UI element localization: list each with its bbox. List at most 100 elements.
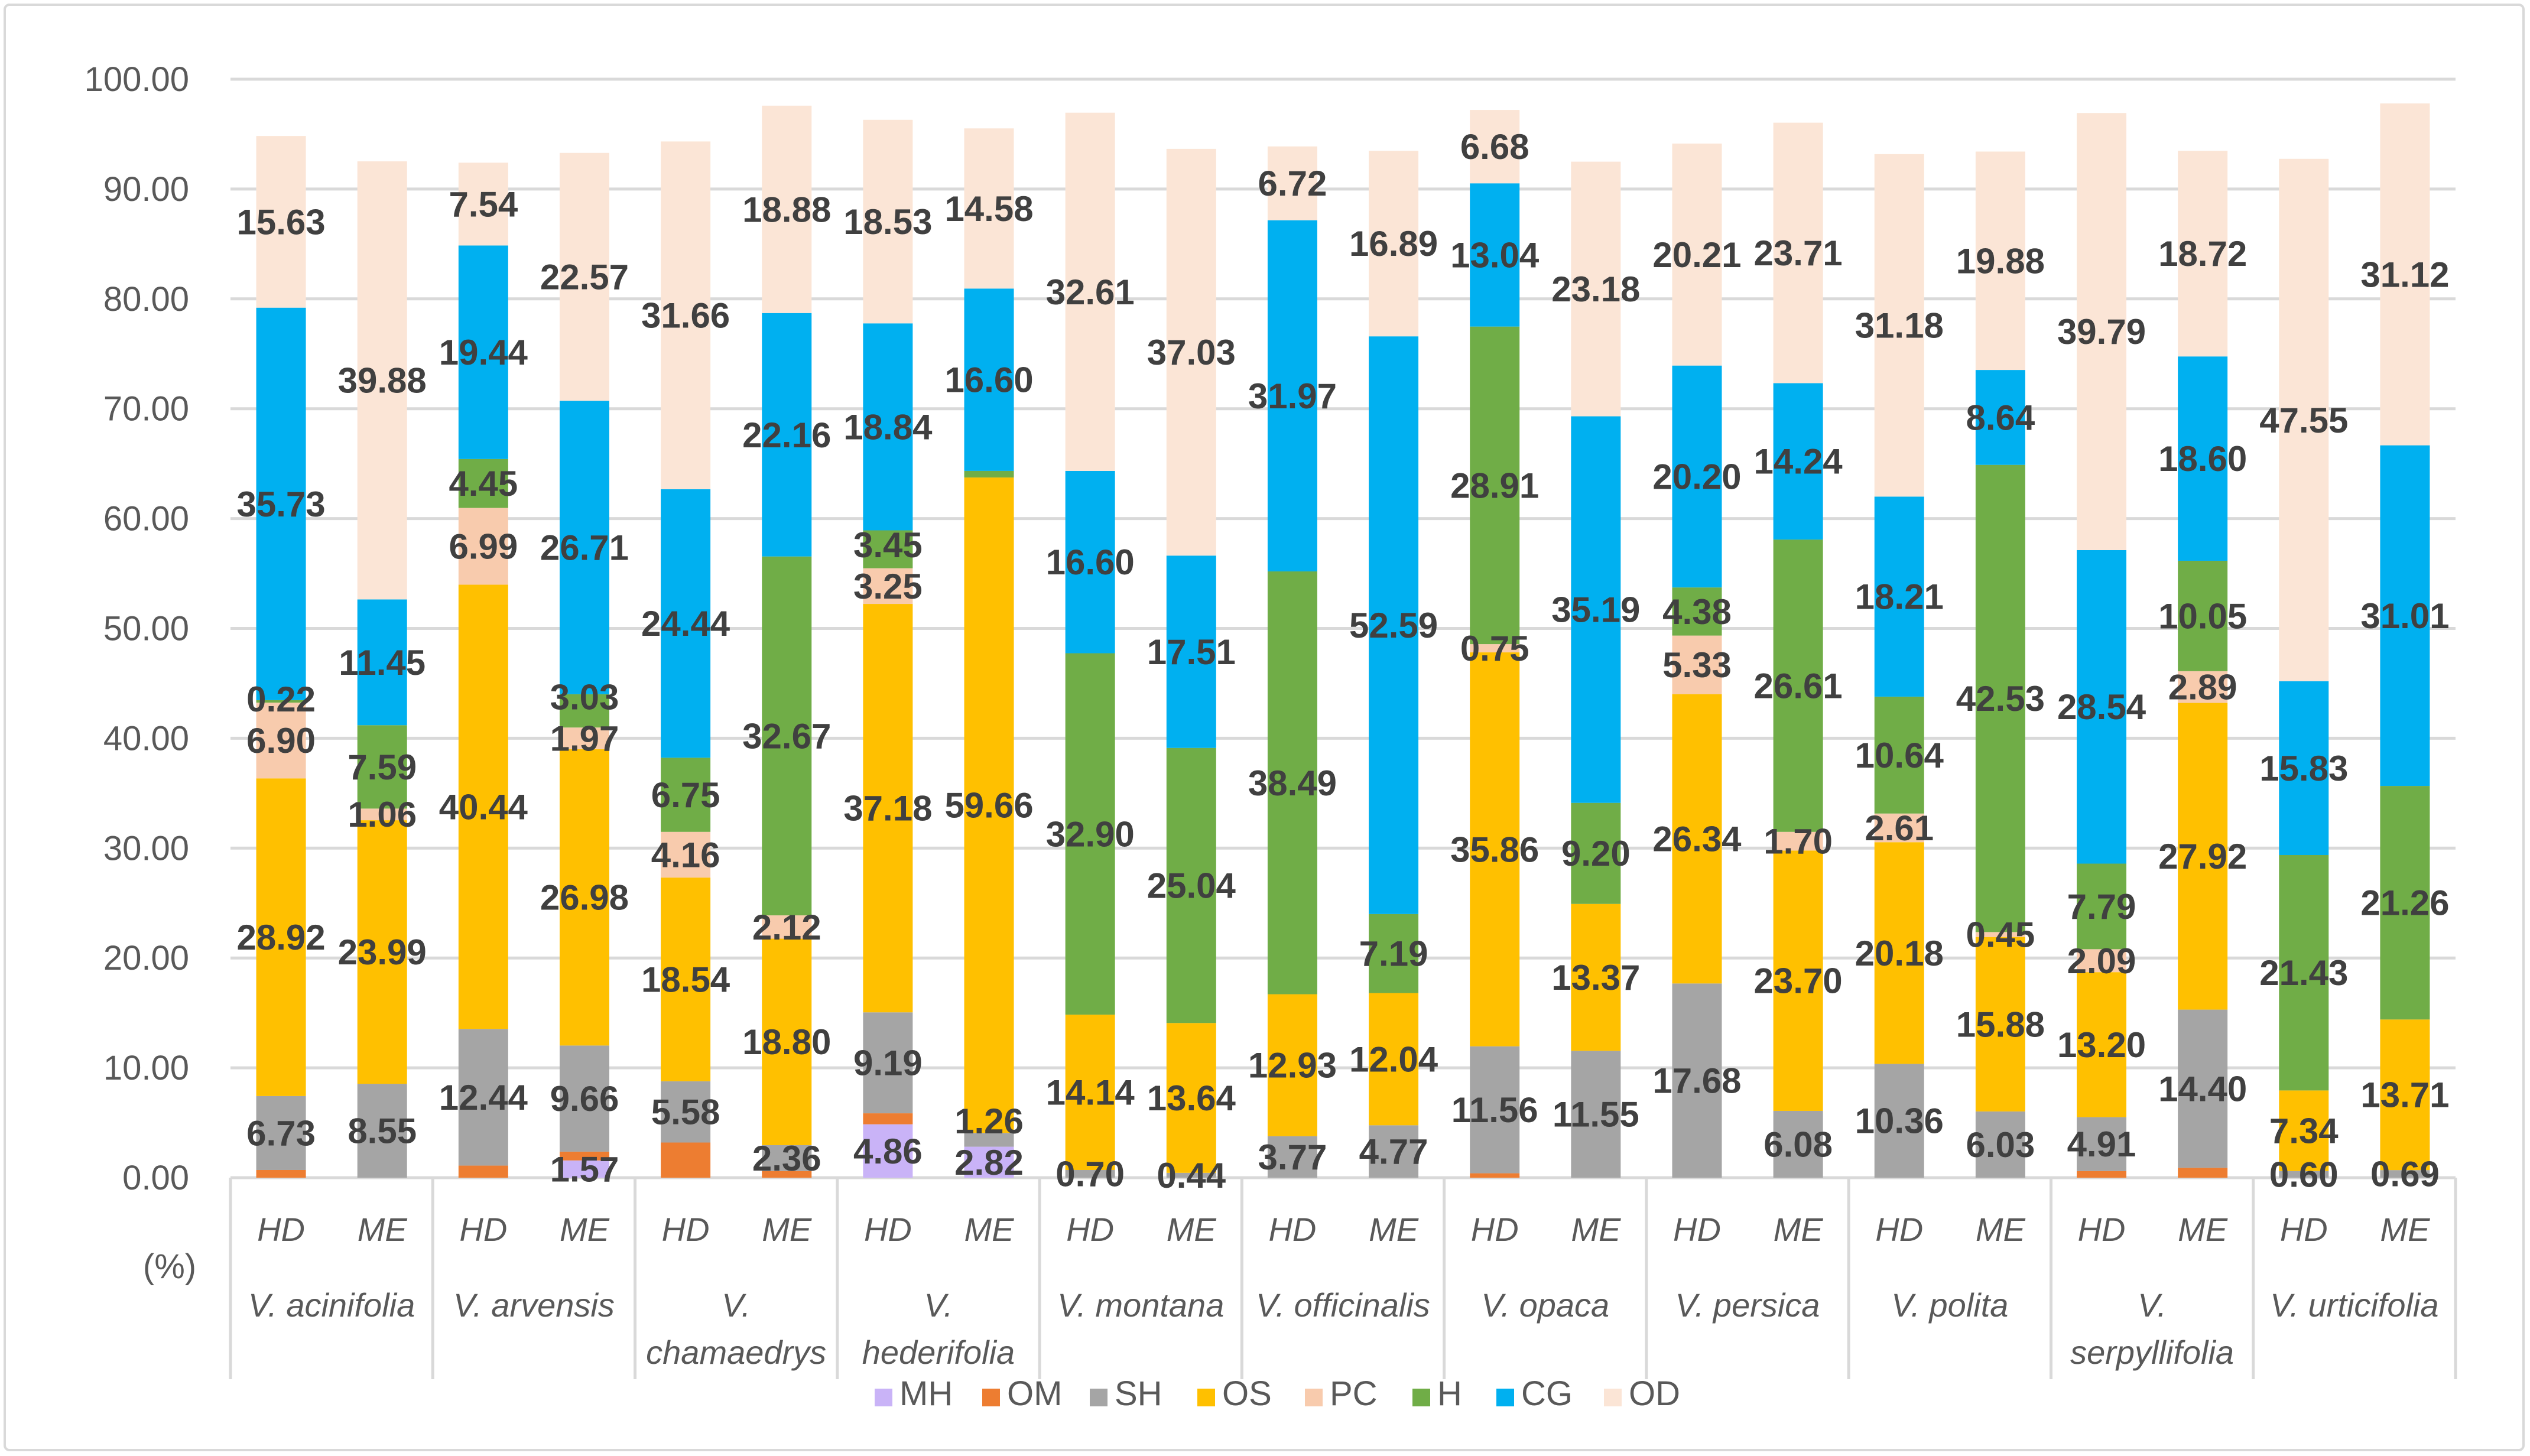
- data-label-cg: 28.54: [2057, 687, 2146, 727]
- data-label-pc: 1.97: [550, 719, 619, 758]
- bar-segment-mh: [863, 1124, 913, 1178]
- bar-segment-od: [357, 161, 407, 600]
- data-label-h: 4.45: [449, 464, 518, 503]
- group-label: V. acinifolia: [248, 1286, 415, 1324]
- bar-segment-os: [1874, 842, 1924, 1064]
- data-label-od: 16.89: [1349, 224, 1438, 264]
- data-label-od: 7.54: [449, 184, 518, 224]
- bar-category-label: ME: [1976, 1211, 2026, 1248]
- chart-frame: [4, 4, 2525, 1451]
- bar-segment-os: [1773, 850, 1823, 1111]
- bar-segment-h: [2077, 863, 2127, 950]
- y-tick-label: 80.00: [103, 280, 189, 318]
- bar-segment-od: [1571, 161, 1621, 417]
- y-axis-label: (%): [143, 1247, 196, 1286]
- data-label-cg: 15.83: [2259, 749, 2348, 788]
- legend-label-om: OM: [1007, 1374, 1062, 1413]
- legend-swatch-os: [1197, 1389, 1215, 1406]
- bar-segment-os: [964, 477, 1014, 1133]
- bar-segment-sh: [2178, 1009, 2228, 1168]
- data-label-sh: 2.36: [752, 1139, 821, 1178]
- bar-segment-cg: [863, 323, 913, 531]
- data-label-h: 28.91: [1450, 466, 1539, 505]
- data-label-os: 18.80: [742, 1022, 831, 1062]
- bar-segment-sh: [1773, 1110, 1823, 1178]
- data-label-od: 6.68: [1460, 127, 1529, 167]
- bar-category-label: ME: [1571, 1211, 1621, 1248]
- data-label-h: 21.26: [2360, 883, 2449, 923]
- data-label-mh: 2.82: [954, 1143, 1024, 1182]
- data-label-h: 32.90: [1046, 814, 1135, 854]
- bar-segment-h: [458, 459, 508, 508]
- data-label-h: 42.53: [1956, 679, 2045, 719]
- data-label-os: 28.92: [236, 918, 325, 957]
- bar-segment-od: [863, 119, 913, 324]
- data-label-cg: 31.01: [2360, 596, 2449, 636]
- legend-label-od: OD: [1629, 1374, 1680, 1413]
- data-label-pc: 2.12: [752, 908, 821, 947]
- bar-category-label: HD: [1066, 1211, 1114, 1248]
- bar-category-label: ME: [1369, 1211, 1419, 1248]
- bar-segment-cg: [357, 599, 407, 726]
- data-label-os: 18.54: [641, 960, 730, 999]
- group-label: V. opaca: [1481, 1286, 1609, 1324]
- data-label-cg: 35.73: [236, 485, 325, 524]
- y-tick-label: 70.00: [103, 390, 189, 428]
- data-label-h: 7.79: [2067, 887, 2136, 927]
- bar-segment-od: [2380, 103, 2430, 446]
- legend-swatch-od: [1604, 1389, 1622, 1406]
- bar-segment-cg: [458, 245, 508, 459]
- data-label-h: 9.20: [1561, 834, 1631, 873]
- data-label-cg: 11.45: [339, 643, 426, 682]
- bar-category-label: ME: [2380, 1211, 2430, 1248]
- data-label-od: 31.18: [1855, 306, 1944, 346]
- data-label-sh: 12.44: [439, 1078, 528, 1117]
- data-label-cg: 14.24: [1754, 442, 1843, 482]
- data-label-os: 12.04: [1349, 1039, 1438, 1079]
- data-label-od: 20.21: [1652, 235, 1741, 275]
- group-label: V.: [722, 1286, 751, 1324]
- bar-segment-om: [863, 1113, 913, 1124]
- data-label-od: 6.72: [1258, 164, 1327, 203]
- bar-segment-pc: [762, 915, 812, 939]
- bar-category-label: ME: [560, 1211, 610, 1248]
- bar-segment-od: [1975, 151, 2025, 370]
- group-label: V. officinalis: [1256, 1286, 1430, 1324]
- data-label-sh: 11.56: [1451, 1090, 1538, 1130]
- data-label-pc: 1.70: [1763, 822, 1833, 862]
- bar-category-label: HD: [1268, 1211, 1316, 1248]
- bar-segment-sh: [964, 1133, 1014, 1147]
- data-label-sh: 3.77: [1258, 1138, 1327, 1177]
- legend-swatch-cg: [1496, 1389, 1514, 1406]
- bar-segment-os: [559, 749, 609, 1046]
- bar-segment-h: [1874, 696, 1924, 814]
- data-label-cg: 18.60: [2158, 439, 2247, 479]
- data-label-pc: 5.33: [1662, 645, 1732, 685]
- data-label-os: 40.44: [439, 787, 528, 827]
- bar-segment-h: [661, 758, 711, 832]
- bar-segment-sh: [559, 1045, 609, 1152]
- bar-segment-h: [1267, 571, 1317, 994]
- bar-segment-cg: [661, 489, 711, 758]
- bar-segment-sh: [863, 1012, 913, 1114]
- bar-segment-od: [1874, 154, 1924, 497]
- y-tick-label: 30.00: [103, 829, 189, 867]
- bar-segment-h: [1369, 914, 1419, 993]
- bar-segment-od: [2077, 113, 2127, 550]
- bar-segment-cg: [559, 401, 609, 694]
- bar-segment-pc: [1874, 813, 1924, 843]
- data-label-os: 12.93: [1248, 1046, 1337, 1086]
- bar-segment-om: [559, 1151, 609, 1161]
- data-label-os: 37.18: [843, 789, 932, 828]
- group-label: serpyllifolia: [2070, 1334, 2234, 1371]
- bar-segment-cg: [1267, 220, 1317, 572]
- data-label-cg: 35.19: [1551, 590, 1640, 630]
- data-label-sh: 6.08: [1763, 1124, 1833, 1164]
- bar-segment-h: [1065, 653, 1115, 1015]
- bar-segment-cg: [762, 313, 812, 557]
- data-label-os: 35.86: [1450, 830, 1539, 869]
- data-label-od: 22.57: [540, 258, 629, 297]
- data-label-os: 13.64: [1147, 1078, 1236, 1118]
- data-label-od: 39.88: [338, 361, 427, 401]
- data-label-sh: 4.77: [1359, 1132, 1428, 1172]
